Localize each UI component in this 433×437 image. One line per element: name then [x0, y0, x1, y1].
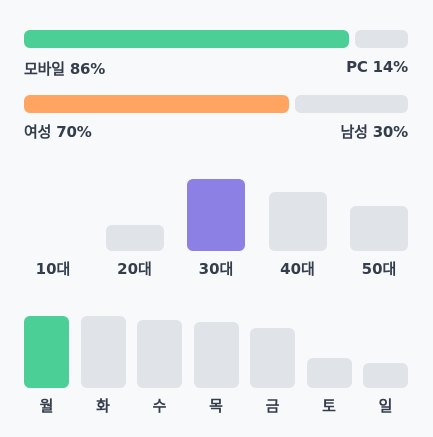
- tick-label-일: 일: [378, 397, 393, 415]
- mobile-share-label: 모바일 86%: [24, 60, 106, 78]
- tick-label-수: 수: [152, 397, 167, 415]
- gender-share-labels: 여성 70% 남성 30%: [24, 121, 408, 142]
- tick-label-화: 화: [96, 397, 110, 415]
- gender-share-bar: [24, 95, 408, 113]
- bar-월: [24, 316, 69, 388]
- bar-30대: [187, 179, 245, 251]
- pc-share-segment: [355, 30, 408, 48]
- bar-수: [137, 320, 182, 388]
- tick-label-월: 월: [39, 397, 54, 415]
- bar-40대: [268, 191, 327, 251]
- tick-label-50대: 50대: [361, 260, 397, 278]
- bar-목: [193, 321, 239, 388]
- age-distribution-chart: 10대 20대 30대 40대 50대: [24, 179, 408, 284]
- device-share-bar: [24, 30, 408, 48]
- device-share-labels: 모바일 86% PC 14%: [24, 58, 408, 79]
- bar-화: [80, 316, 126, 388]
- tick-label-목: 목: [209, 397, 223, 415]
- bar-일: [363, 362, 408, 388]
- bar-50대: [350, 206, 408, 251]
- pc-share-label: PC 14%: [346, 58, 408, 76]
- male-share-label: 남성 30%: [340, 123, 408, 141]
- female-share-segment: [24, 95, 289, 113]
- bar-20대: [105, 225, 164, 251]
- bar-금: [250, 328, 295, 388]
- tick-label-토: 토: [322, 397, 336, 415]
- tick-label-10대: 10대: [35, 260, 71, 278]
- male-share-segment: [294, 95, 408, 113]
- tick-label-40대: 40대: [280, 260, 315, 278]
- mobile-share-segment: [24, 30, 350, 48]
- bar-토: [306, 357, 352, 388]
- tick-label-20대: 20대: [117, 260, 152, 278]
- tick-label-금: 금: [265, 397, 280, 415]
- female-share-label: 여성 70%: [24, 123, 92, 141]
- tick-label-30대: 30대: [198, 260, 234, 278]
